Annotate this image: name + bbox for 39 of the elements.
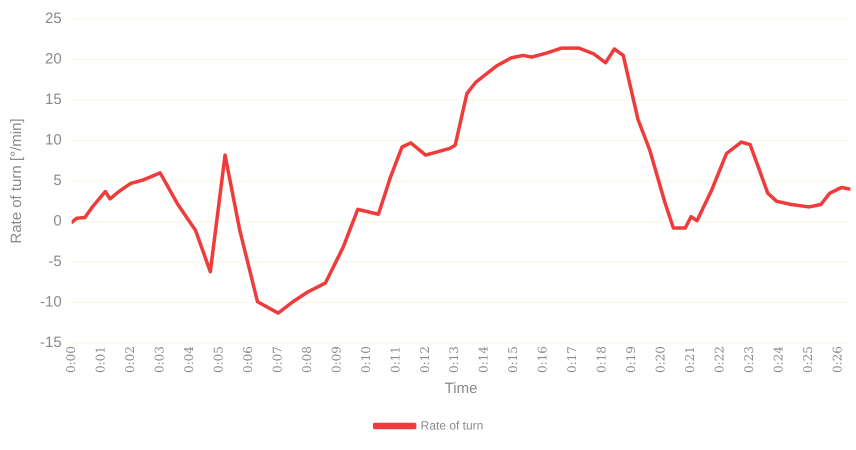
x-tick-label: 0:01 (93, 346, 108, 374)
x-tick-label: 0:23 (742, 346, 756, 374)
x-tick-label: 0:14 (476, 346, 491, 374)
x-tick-label: 0:21 (683, 346, 698, 374)
x-tick-label: 0:13 (447, 346, 462, 374)
x-tick-label: 0:12 (418, 346, 432, 374)
y-tick-label: 20 (44, 50, 62, 68)
x-tick-label: 0:08 (300, 346, 314, 374)
x-tick-label: 0:25 (801, 346, 816, 374)
x-tick-label: 0:19 (624, 346, 638, 374)
x-tick-label: 0:02 (122, 346, 137, 374)
x-tick-label: 0:26 (830, 346, 845, 374)
legend-label: Rate of turn (420, 418, 484, 432)
x-tick-label: 0:20 (654, 346, 668, 374)
x-axis-title: Time (444, 380, 478, 398)
x-tick-label: 0:11 (388, 346, 402, 374)
y-tick-label: 0 (53, 212, 62, 230)
x-tick-label: 0:05 (211, 346, 226, 374)
x-tick-label: 0:22 (712, 346, 727, 374)
x-tick-label: 0:04 (182, 346, 196, 374)
x-tick-label: 0:24 (772, 346, 786, 374)
y-tick-label: 10 (44, 132, 62, 149)
x-tick-label: 0:07 (270, 346, 284, 374)
x-tick-label: 0:09 (329, 346, 344, 374)
y-tick-label: 15 (44, 91, 62, 108)
x-tick-label: 0:15 (506, 346, 520, 374)
x-tick-label: 0:17 (565, 346, 580, 374)
y-tick-label: 25 (44, 10, 62, 28)
x-tick-label: 0:00 (64, 346, 78, 374)
y-tick-label: -5 (48, 253, 62, 270)
x-tick-label: 0:03 (152, 346, 166, 374)
x-tick-label: 0:10 (358, 346, 373, 374)
x-tick-label: 0:16 (536, 346, 550, 374)
x-tick-label: 0:06 (240, 346, 255, 374)
y-tick-label: -10 (40, 294, 62, 311)
x-tick-label: 0:18 (594, 346, 609, 374)
y-tick-label: -15 (40, 334, 62, 352)
y-axis-title: Rate of turn [°/min] (8, 118, 26, 244)
y-tick-label: 5 (53, 172, 62, 190)
